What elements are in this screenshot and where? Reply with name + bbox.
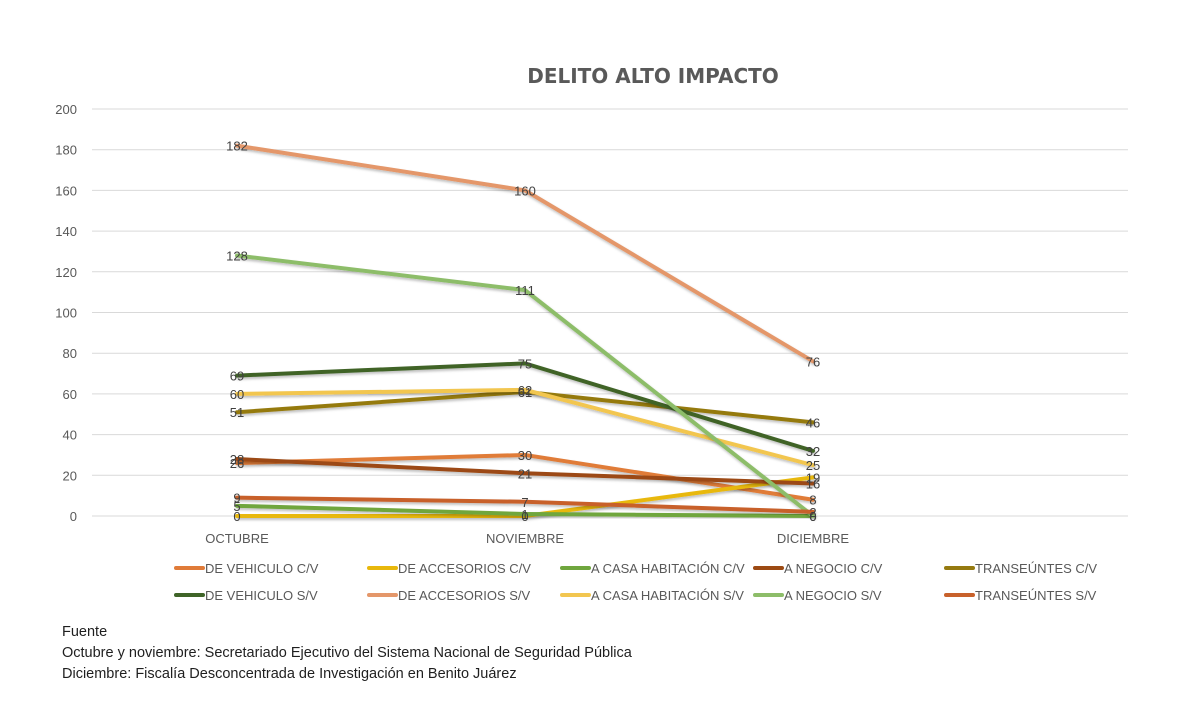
legend-label: A NEGOCIO C/V (784, 561, 883, 576)
series-line-8 (235, 253, 815, 518)
legend-label: DE VEHICULO S/V (205, 588, 318, 603)
y-tick-label: 60 (63, 387, 77, 402)
data-label: 30 (518, 448, 532, 463)
data-label: 5 (233, 499, 240, 514)
footer-source-dec: Diciembre: Fiscalía Desconcentrada de In… (62, 666, 517, 682)
x-tick-label: NOVIEMBRE (486, 531, 564, 546)
data-label: 61 (518, 385, 532, 400)
data-label: 2 (809, 505, 816, 520)
data-label: 8 (809, 493, 816, 508)
legend-item: DE VEHICULO S/V (174, 588, 318, 603)
y-tick-label: 120 (55, 265, 77, 280)
series-line-2 (235, 503, 815, 518)
legend-item: DE ACCESORIOS C/V (367, 561, 531, 576)
y-tick-label: 0 (70, 509, 77, 524)
legend-item: TRANSEÚNTES C/V (944, 561, 1097, 576)
data-label: 9 (233, 491, 240, 506)
legend-item: A CASA HABITACIÓN S/V (560, 588, 744, 603)
x-axis-ticks: OCTUBRE NOVIEMBRE DICIEMBRE (205, 531, 849, 546)
legend-item: A CASA HABITACIÓN C/V (560, 561, 745, 576)
legend-label: A CASA HABITACIÓN S/V (591, 588, 744, 603)
series-line-5 (235, 361, 815, 453)
legend-item: A NEGOCIO C/V (753, 561, 883, 576)
data-label: 19 (806, 470, 820, 485)
data-label: 69 (230, 369, 244, 384)
data-label: 111 (515, 283, 535, 298)
y-tick-label: 40 (63, 428, 77, 443)
legend-label: DE ACCESORIOS C/V (398, 561, 531, 576)
data-label: 75 (518, 356, 532, 371)
data-label: 28 (230, 452, 244, 467)
y-tick-label: 180 (55, 143, 77, 158)
data-label: 182 (226, 139, 248, 154)
data-label: 160 (514, 183, 536, 198)
y-tick-label: 20 (63, 468, 77, 483)
data-label: 25 (806, 458, 820, 473)
data-label: 1 (521, 507, 528, 522)
data-label: 128 (226, 249, 248, 264)
legend-item: DE VEHICULO C/V (174, 561, 319, 576)
legend: DE VEHICULO C/V DE ACCESORIOS C/V A CASA H… (174, 561, 1097, 603)
data-label: 76 (806, 354, 820, 369)
data-label: 26 (230, 456, 244, 471)
footer-source-oct-nov: Octubre y noviembre: Secretariado Ejecut… (62, 645, 632, 661)
series-line-0 (235, 452, 815, 502)
y-tick-label: 100 (55, 306, 77, 321)
data-label: 0 (233, 509, 240, 524)
data-label: 0 (809, 509, 816, 524)
y-tick-label: 140 (55, 224, 77, 239)
data-label: 60 (230, 387, 244, 402)
legend-item: DE ACCESORIOS S/V (367, 588, 531, 603)
legend-label: A CASA HABITACIÓN C/V (591, 561, 745, 576)
legend-label: TRANSEÚNTES C/V (975, 561, 1097, 576)
series-line-6 (235, 143, 815, 364)
legend-item: A NEGOCIO S/V (753, 588, 882, 603)
data-label: 46 (806, 415, 820, 430)
legend-label: DE ACCESORIOS S/V (398, 588, 531, 603)
series-line-9 (235, 495, 815, 514)
data-label: 32 (806, 444, 820, 459)
series-line-3 (235, 457, 815, 486)
series-line-1 (235, 475, 815, 518)
chart-title: DELITO ALTO IMPACTO (527, 64, 779, 88)
data-label: 62 (518, 383, 532, 398)
source-footer: Fuente Octubre y noviembre: Secretariado… (62, 622, 632, 685)
x-tick-label: OCTUBRE (205, 531, 269, 546)
data-label: 0 (521, 509, 528, 524)
legend-label: TRANSEÚNTES S/V (975, 588, 1097, 603)
data-label: 51 (230, 405, 244, 420)
legend-label: A NEGOCIO S/V (784, 588, 882, 603)
data-label: 21 (518, 466, 532, 481)
gridlines (92, 108, 1128, 517)
y-tick-label: 80 (63, 346, 77, 361)
data-label: 16 (806, 476, 820, 491)
y-tick-label: 160 (55, 183, 77, 198)
series-lines (235, 143, 815, 518)
legend-label: DE VEHICULO C/V (205, 561, 319, 576)
data-label: 7 (521, 495, 528, 510)
legend-item: TRANSEÚNTES S/V (944, 588, 1097, 603)
data-label: 0 (809, 509, 816, 524)
y-axis-ticks: 0 20 40 60 80 100 120 140 160 180 200 (55, 102, 77, 524)
y-tick-label: 200 (55, 102, 77, 117)
x-tick-label: DICIEMBRE (777, 531, 850, 546)
footer-heading: Fuente (62, 624, 108, 640)
